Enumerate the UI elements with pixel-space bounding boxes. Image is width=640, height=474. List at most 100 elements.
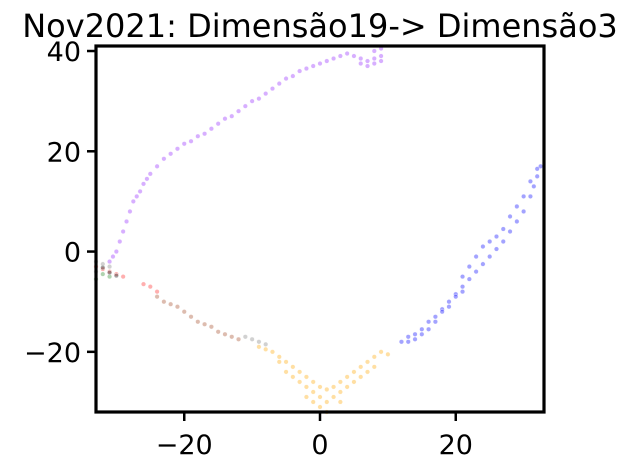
data-point-2-30 [351,379,357,385]
data-point-0-34 [297,68,303,74]
points-layer [93,46,544,415]
data-point-0-29 [263,91,269,97]
data-point-2-18 [378,349,384,355]
data-point-1-14 [493,246,499,252]
data-point-0-4 [120,229,126,235]
data-point-1-35 [453,294,459,300]
data-point-0-48 [371,61,377,67]
data-point-0-11 [144,176,150,182]
data-point-1-4 [426,319,432,325]
data-point-1-5 [432,314,438,320]
data-point-1-6 [439,306,445,312]
data-point-1-43 [405,339,411,345]
data-point-0-41 [344,51,350,57]
data-point-2-22 [317,404,323,410]
data-point-1-41 [419,331,425,337]
data-point-2-25 [331,394,337,400]
data-point-0-22 [215,121,221,127]
data-point-5-2 [256,339,262,345]
data-point-7-0 [107,270,113,276]
data-point-0-2 [113,249,119,255]
data-point-0-16 [174,146,180,152]
data-point-4-0 [154,294,160,300]
y-tick-label: 40 [47,37,81,68]
data-point-1-30 [534,166,540,172]
data-point-0-33 [290,73,296,79]
data-point-6-1 [107,274,113,280]
data-point-0-40 [337,53,343,59]
data-point-1-11 [473,269,479,275]
data-point-2-19 [385,351,391,357]
data-point-0-13 [154,163,160,169]
data-point-1-7 [446,299,452,305]
data-point-1-38 [439,309,445,315]
data-point-0-31 [276,81,282,87]
data-point-0-36 [310,63,316,69]
data-point-3-7 [154,289,160,295]
data-point-0-21 [208,126,214,132]
data-point-0-32 [283,76,289,82]
data-point-0-6 [127,208,133,214]
data-point-2-0 [256,344,262,350]
data-point-2-8 [310,379,316,385]
data-point-1-34 [480,244,486,250]
data-point-0-20 [202,131,208,137]
data-point-0-23 [222,116,228,122]
x-tick-label: 20 [439,430,473,461]
data-point-1-33 [473,254,479,260]
data-point-2-24 [310,399,316,405]
data-point-0-42 [351,53,357,59]
data-point-1-10 [466,276,472,282]
data-point-1-15 [500,239,506,245]
data-point-4-2 [168,301,174,307]
data-point-0-51 [371,48,377,54]
data-point-1-12 [480,261,486,267]
data-point-0-47 [365,63,371,69]
data-point-0-49 [378,58,384,64]
data-point-2-38 [303,394,309,400]
data-point-2-23 [324,399,330,405]
data-point-3-6 [147,284,153,290]
data-point-2-5 [290,364,296,370]
data-point-0-38 [324,58,330,64]
data-point-0-30 [269,86,275,92]
data-point-0-28 [256,96,262,102]
data-point-0-35 [303,66,309,72]
data-point-4-9 [215,329,221,335]
data-point-2-3 [276,354,282,360]
data-point-2-6 [297,369,303,375]
data-point-3-5 [141,281,147,287]
data-point-2-1 [263,346,269,352]
data-point-0-0 [107,259,113,265]
data-point-0-27 [249,98,255,104]
axes-frame [94,44,546,414]
data-point-1-42 [412,336,418,342]
data-point-5-7 [107,264,113,270]
data-point-0-24 [229,113,235,119]
data-point-0-14 [161,156,167,162]
data-point-4-10 [222,331,228,337]
data-point-1-13 [487,254,493,260]
data-point-3-1 [100,266,106,272]
data-point-1-32 [466,264,472,270]
data-point-2-35 [290,374,296,380]
ticks-layer: −20 0 20 −20 0 20 40 [24,37,473,461]
data-point-2-21 [317,394,323,400]
data-point-2-14 [351,369,357,375]
data-point-0-9 [137,188,143,194]
y-tick-label: −20 [24,338,81,369]
data-point-2-2 [269,349,275,355]
data-point-1-18 [521,208,527,214]
data-point-0-50 [358,61,364,67]
data-point-0-45 [371,56,377,62]
data-point-1-16 [507,229,513,235]
data-point-4-6 [195,319,201,325]
data-point-4-12 [236,336,242,342]
data-point-1-31 [460,274,466,280]
data-point-0-7 [130,198,136,204]
data-point-6-0 [100,271,106,277]
data-point-0-26 [242,103,248,109]
data-point-1-21 [534,173,540,179]
data-point-4-8 [208,324,214,330]
